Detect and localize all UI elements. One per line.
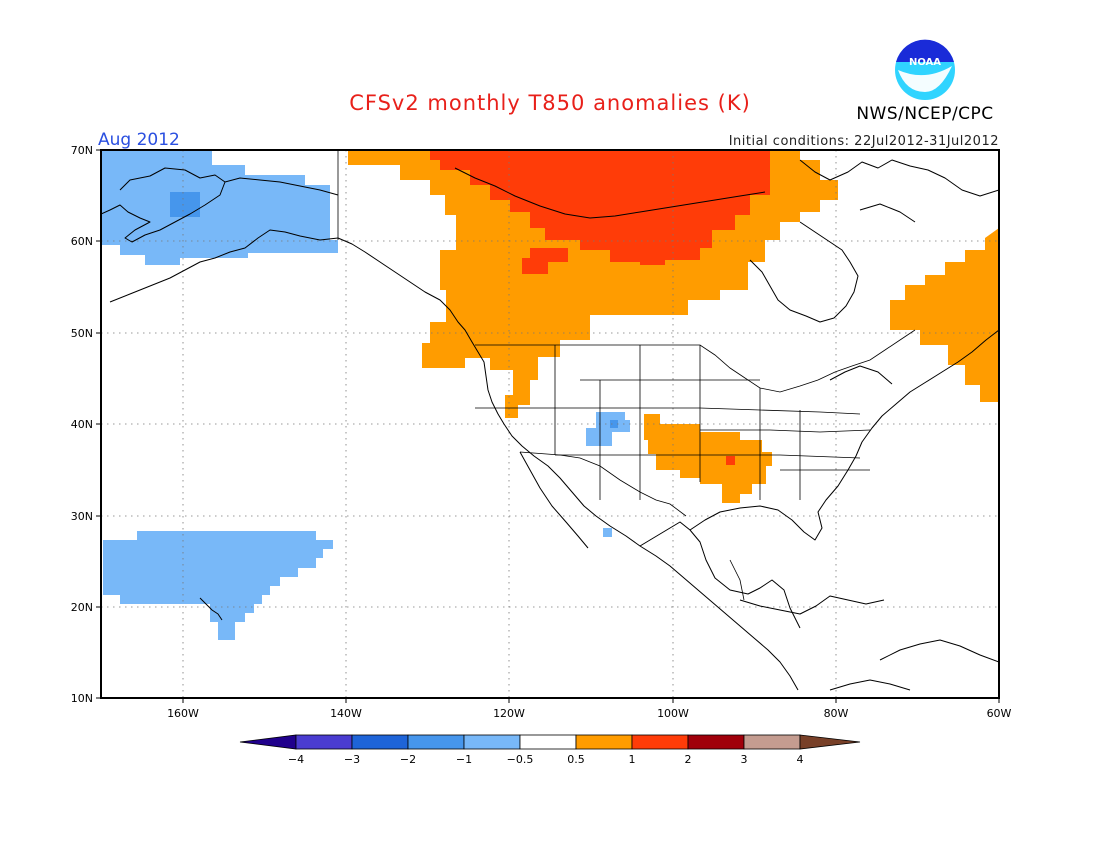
colorbar-segment	[519, 734, 577, 750]
colorbar-label: −0.5	[507, 753, 534, 766]
colorbar-label: 1	[629, 753, 636, 766]
coastlines	[101, 159, 999, 691]
chart-title: CFSv2 monthly T850 anomalies (K)	[349, 91, 751, 115]
anomaly-region-mexico-negative	[603, 528, 612, 537]
anomaly-region-alaska-core	[170, 192, 200, 217]
colorbar-segment	[743, 734, 801, 750]
lon-label: 60W	[987, 707, 1012, 720]
colorbar-label: −4	[288, 753, 304, 766]
political-borders	[337, 150, 916, 601]
colorbar-segment	[687, 734, 745, 750]
anomaly-region-eastcanada-positive	[890, 228, 999, 402]
lat-label: 30N	[71, 510, 93, 523]
colorbar-segment	[463, 734, 521, 750]
anomaly-region-plains-positive	[644, 414, 772, 503]
colorbar-label: 0.5	[567, 753, 585, 766]
lon-label: 160W	[167, 707, 199, 720]
lon-label: 140W	[330, 707, 362, 720]
colorbar-segment	[295, 734, 353, 750]
lat-label: 40N	[71, 418, 93, 431]
noaa-logo-text: NOAA	[909, 57, 941, 68]
latitude-labels: 70N 60N 50N 40N 30N 20N 10N	[71, 144, 93, 705]
anomaly-region-pacific-negative	[103, 531, 333, 640]
lon-label: 100W	[657, 707, 689, 720]
anomaly-region-plains-strong-positive	[726, 456, 735, 465]
lat-label: 70N	[71, 144, 93, 157]
lat-label: 20N	[71, 601, 93, 614]
colorbar-label: 2	[685, 753, 692, 766]
lat-label: 60N	[71, 235, 93, 248]
anomaly-region-colorado-negative	[586, 412, 630, 446]
lon-label: 80W	[824, 707, 849, 720]
initial-conditions-label: Initial conditions: 22Jul2012-31Jul2012	[729, 134, 999, 149]
colorbar-high-arrow	[799, 734, 861, 750]
anomaly-region-colorado-core	[610, 420, 618, 428]
lon-label: 120W	[493, 707, 525, 720]
axis-ticks	[96, 149, 1000, 703]
noaa-logo: NOAA	[895, 39, 955, 100]
map-area	[101, 150, 999, 698]
organization-label: NWS/NCEP/CPC	[856, 104, 993, 124]
colorbar-segment	[407, 734, 465, 750]
colorbar-segment	[575, 734, 633, 750]
colorbar-segment	[351, 734, 409, 750]
longitude-labels: 160W 140W 120W 100W 80W 60W	[167, 707, 1011, 720]
anomaly-region-alaska-negative	[101, 150, 338, 265]
colorbar-label: 4	[797, 753, 804, 766]
valid-month-label: Aug 2012	[98, 130, 180, 150]
colorbar: −4 −3 −2 −1 −0.5 0.5 1 2 3 4	[239, 734, 861, 766]
colorbar-label: 3	[741, 753, 748, 766]
lat-label: 10N	[71, 692, 93, 705]
colorbar-segment	[631, 734, 689, 750]
colorbar-label: −1	[456, 753, 472, 766]
colorbar-label: −3	[344, 753, 360, 766]
colorbar-label: −2	[400, 753, 416, 766]
anomaly-region-canada-strong-positive	[430, 150, 770, 265]
colorbar-low-arrow	[239, 734, 297, 750]
anomaly-shading	[101, 150, 999, 640]
anomaly-region-canada-strong-positive-west	[522, 248, 568, 274]
lat-label: 50N	[71, 327, 93, 340]
